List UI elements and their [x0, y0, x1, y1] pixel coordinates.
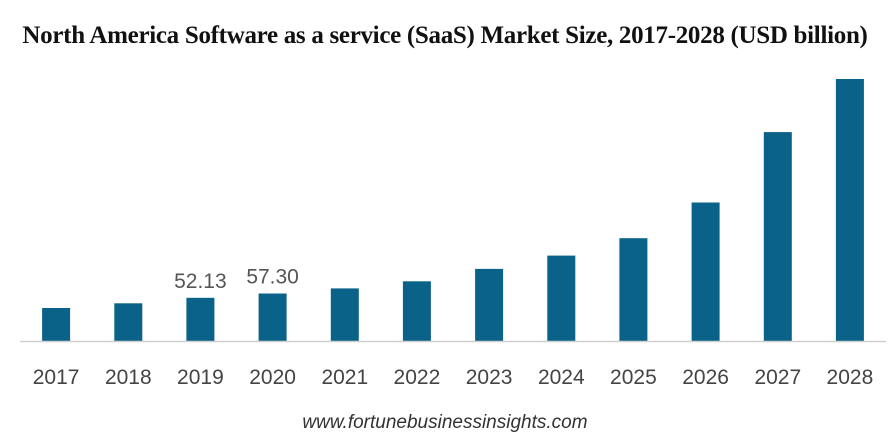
x-tick-label-2020: 2020 — [249, 366, 296, 389]
bar-2019 — [186, 297, 215, 341]
x-tick-label-2017: 2017 — [33, 366, 80, 389]
bar-2020 — [258, 293, 287, 341]
bar-2021 — [330, 288, 359, 341]
bar-2022 — [402, 281, 431, 341]
bar-2023 — [475, 268, 504, 341]
x-tick-label-2027: 2027 — [754, 366, 801, 389]
bar-2024 — [547, 255, 576, 341]
x-tick-label-2024: 2024 — [538, 366, 585, 389]
chart-title: North America Software as a service (Saa… — [22, 22, 868, 49]
data-label-2019: 52.13 — [174, 270, 227, 293]
x-tick-labels: 2017 2018 2019 2020 2021 2022 2023 2024 2025 2026… — [33, 366, 874, 389]
x-tick-label-2019: 2019 — [177, 366, 224, 389]
x-tick-label-2023: 2023 — [466, 366, 513, 389]
bars-group — [42, 79, 864, 341]
x-tick-label-2026: 2026 — [682, 366, 729, 389]
bar-2026 — [691, 202, 720, 341]
source-caption: www.fortunebusinessinsights.com — [302, 412, 588, 433]
bar-2018 — [114, 303, 143, 341]
data-labels: 52.13 57.30 — [174, 266, 299, 293]
bar-2027 — [763, 132, 792, 341]
bar-2017 — [42, 308, 71, 341]
bar-2025 — [619, 238, 648, 341]
data-label-2020: 57.30 — [246, 266, 299, 289]
bar-2028 — [835, 79, 864, 341]
x-tick-label-2028: 2028 — [827, 366, 874, 389]
x-tick-label-2021: 2021 — [321, 366, 368, 389]
x-tick-label-2022: 2022 — [394, 366, 441, 389]
x-tick-label-2025: 2025 — [610, 366, 657, 389]
x-tick-label-2018: 2018 — [105, 366, 152, 389]
